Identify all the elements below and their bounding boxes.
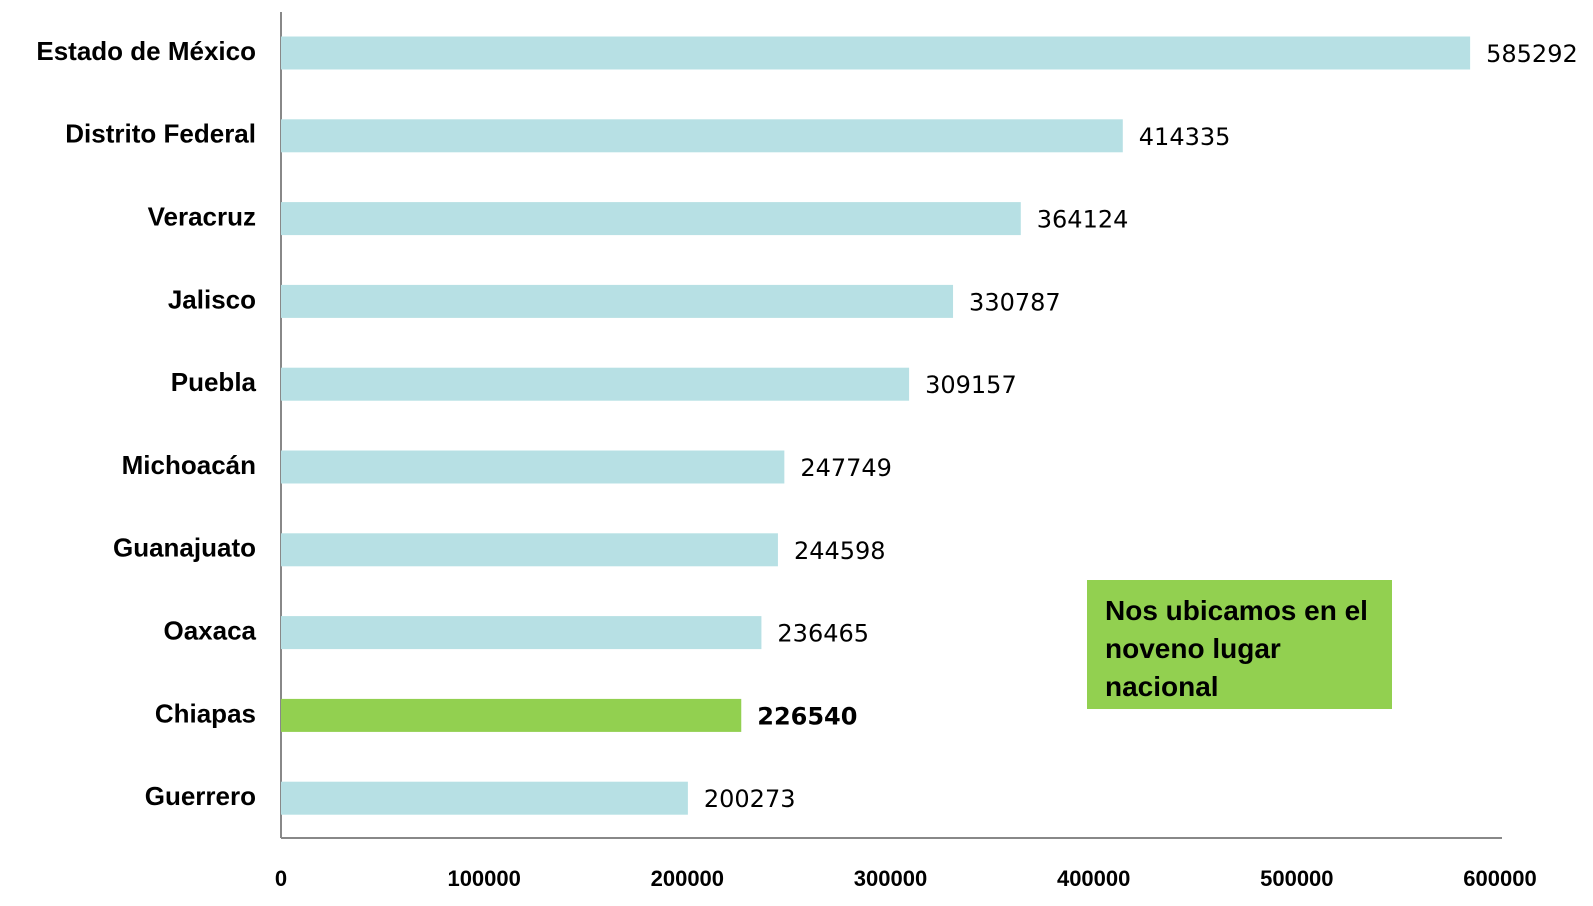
value-label: 226540	[757, 702, 857, 730]
x-tick-label: 600000	[1463, 866, 1536, 891]
bar	[281, 698, 742, 732]
annotation: Nos ubicamos en el noveno lugar nacional	[1087, 580, 1392, 709]
y-tick-label: Guanajuato	[113, 533, 256, 563]
x-tick-label: 100000	[447, 866, 520, 891]
value-label: 244598	[794, 537, 886, 565]
y-tick-label: Distrito Federal	[65, 119, 256, 149]
bar	[281, 202, 1021, 236]
bar	[281, 284, 954, 318]
value-label: 309157	[925, 371, 1017, 399]
value-label: 585292	[1486, 40, 1578, 68]
y-tick-label: Veracruz	[148, 201, 256, 231]
bar	[281, 36, 1471, 70]
x-tick-label: 500000	[1260, 866, 1333, 891]
x-tick-label: 0	[275, 866, 287, 891]
value-label: 330787	[969, 288, 1061, 316]
bar	[281, 781, 688, 815]
bar	[281, 533, 778, 567]
value-label: 364124	[1037, 206, 1129, 234]
value-label: 414335	[1139, 123, 1231, 151]
y-tick-label: Estado de México	[36, 36, 256, 66]
y-tick-label: Guerrero	[145, 781, 256, 811]
x-tick-label: 300000	[854, 866, 927, 891]
bar	[281, 616, 762, 650]
y-tick-label: Michoacán	[122, 450, 256, 480]
bar	[281, 450, 785, 484]
y-tick-label: Oaxaca	[163, 615, 256, 645]
y-tick-label: Jalisco	[168, 284, 256, 314]
bar	[281, 367, 910, 401]
y-tick-label: Puebla	[171, 367, 257, 397]
y-tick-label: Chiapas	[155, 698, 256, 728]
value-label: 236465	[777, 620, 869, 648]
x-tick-label: 400000	[1057, 866, 1130, 891]
x-tick-label: 200000	[651, 866, 724, 891]
value-label: 247749	[800, 454, 892, 482]
value-label: 200273	[704, 785, 796, 813]
bar	[281, 119, 1123, 153]
